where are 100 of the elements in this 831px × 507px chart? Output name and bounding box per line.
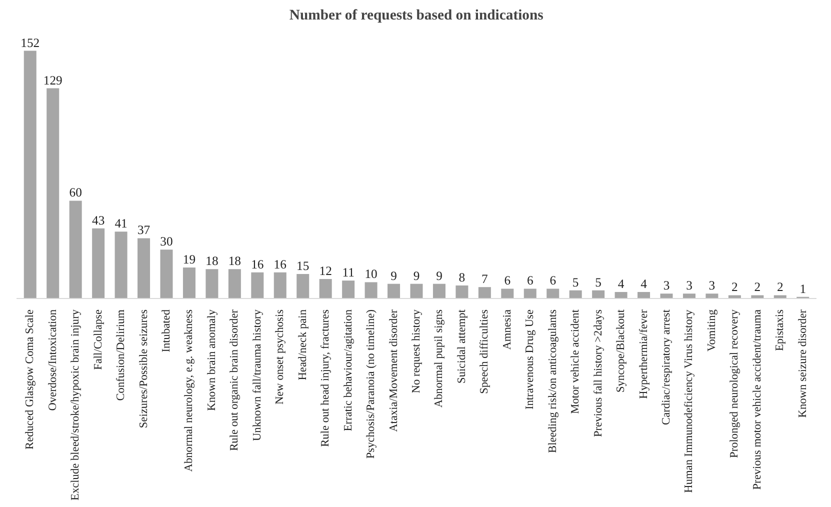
x-tick-label: Previous motor vehicle accident/trauma: [751, 309, 764, 490]
x-tick-label: Vomiting: [706, 309, 718, 352]
data-label: 9: [413, 268, 420, 283]
data-label: 6: [526, 274, 534, 288]
bar: [546, 288, 560, 298]
data-label: 18: [206, 254, 218, 268]
bar: [614, 292, 628, 298]
data-label: 1: [800, 282, 806, 296]
data-label: 12: [319, 264, 332, 278]
x-tick-label: Hyperthermia/fever: [638, 309, 650, 399]
x-tick-label: Abnormal neurology, e.g. weakness: [183, 309, 196, 472]
data-label: 43: [92, 213, 105, 228]
data-label: 8: [458, 270, 466, 284]
bar: [569, 290, 582, 298]
data-label: 19: [182, 252, 196, 267]
x-tick-label: Intubated: [160, 309, 172, 352]
bar: [410, 284, 423, 298]
bar: [342, 280, 355, 298]
bar: [114, 232, 128, 298]
bar: [274, 272, 286, 298]
data-label: 5: [595, 275, 602, 290]
data-label: 9: [436, 268, 442, 283]
bar: [682, 294, 696, 298]
bar: [92, 228, 105, 298]
x-tick-label: Psychosis/Paranoia (no timeline): [365, 309, 378, 459]
x-tick-label: Fall/Collapse: [92, 309, 104, 370]
bar: [592, 290, 605, 298]
x-tick-label: Previous fall history >2days: [592, 309, 604, 438]
data-label: 15: [296, 259, 310, 274]
data-label: 3: [708, 278, 716, 293]
data-label: 11: [342, 266, 354, 280]
data-label: 2: [776, 280, 784, 294]
data-label: 3: [663, 278, 670, 293]
bar: [296, 274, 310, 298]
data-label: 5: [572, 275, 579, 290]
x-tick-label: Bleeding risk/on anticoagulants: [546, 309, 559, 453]
bar: [160, 250, 173, 298]
data-label: 41: [114, 216, 128, 231]
x-tick-label: Abnormal pupil signs: [433, 309, 446, 408]
x-tick-label: No request history: [410, 309, 422, 394]
data-label: 3: [686, 278, 692, 293]
x-tick-label: Unknown fall/trauma history: [251, 309, 264, 442]
x-tick-label: Amnesia: [501, 309, 514, 350]
bar: [206, 269, 218, 298]
data-label: 30: [160, 234, 173, 249]
x-tick-label: Head/neck pain: [296, 309, 309, 380]
data-label: 4: [618, 276, 625, 291]
x-tick-label: Speech difficulties: [478, 309, 491, 394]
x-tick-label: Ataxia/Movement disorder: [388, 309, 400, 432]
bar: [728, 295, 741, 298]
chart-title: Number of requests based on indications: [289, 8, 544, 24]
data-label: 2: [732, 280, 738, 294]
x-tick-label: Prolonged neurological recovery: [728, 309, 741, 458]
bar: [319, 278, 332, 298]
x-tick-label: Cardiac/respiratory arrest: [660, 308, 672, 425]
x-tick-label: Suicidal attempt: [456, 308, 468, 384]
data-label: 10: [364, 267, 378, 282]
bar: [138, 238, 150, 298]
data-label: 7: [482, 272, 488, 286]
bar: [69, 200, 82, 298]
x-tick-label: Motor vehicle accident: [570, 308, 582, 414]
data-label: 37: [137, 223, 150, 238]
data-label: 18: [228, 254, 242, 268]
x-tick-label: Erratic behaviour/agitation: [342, 309, 354, 432]
bar: [501, 288, 514, 298]
data-label: 152: [20, 36, 40, 50]
data-label: 6: [504, 274, 511, 288]
bar: [182, 268, 196, 298]
x-tick-label: Epistaxis: [774, 309, 786, 352]
data-label: 2: [754, 280, 761, 294]
x-tick-label: Intravenous Drug Use: [524, 309, 536, 410]
bar: [24, 50, 36, 298]
data-label: 4: [640, 276, 648, 291]
bar: [706, 294, 718, 298]
data-label: 129: [43, 73, 62, 88]
data-label: 16: [274, 257, 286, 272]
bar: [478, 287, 491, 298]
data-label: 60: [69, 186, 82, 200]
bar: [432, 284, 446, 298]
x-tick-label: Overdose/Intoxication: [46, 309, 59, 411]
x-tick-label: Rule out organic brain disorder: [228, 309, 241, 451]
bar: [774, 295, 786, 298]
bar: [228, 269, 241, 298]
bar: [46, 88, 60, 298]
bar: [388, 284, 400, 298]
x-tick-label: Reduced Glasgow Coma Scale: [24, 309, 36, 450]
x-tick-label: Known seizure disorder: [796, 309, 809, 418]
bar: [524, 288, 536, 298]
data-label: 6: [550, 274, 556, 288]
bar: [456, 285, 468, 298]
bar: [364, 282, 378, 298]
x-tick-label: Syncope/Blackout: [615, 308, 628, 393]
bar: [660, 294, 673, 298]
x-tick-label: Rule out head injury, fractures: [320, 310, 332, 447]
x-tick-label: New onset psychosis: [274, 309, 286, 405]
x-tick-label: Human Immunodeficiency Virus history: [683, 309, 696, 493]
x-tick-label: Confusion/Delirium: [115, 309, 128, 401]
bar: [751, 295, 764, 298]
data-label: 16: [251, 257, 264, 272]
x-tick-label: Seizures/Possible seizures: [138, 310, 150, 428]
